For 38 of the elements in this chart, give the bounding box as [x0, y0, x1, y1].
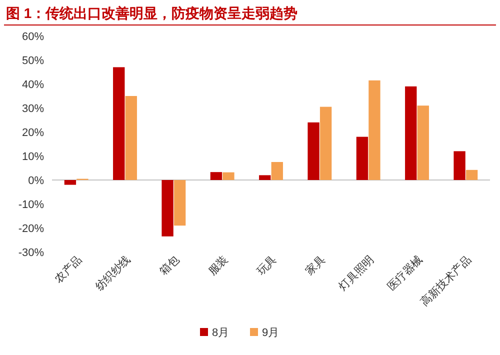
x-tick-label: 医疗器械	[384, 252, 426, 294]
legend-label: 8月	[212, 327, 230, 339]
y-tick-label: 30%	[22, 103, 44, 115]
y-tick-label: -10%	[18, 199, 44, 211]
bar	[125, 96, 137, 180]
x-tick-label: 箱包	[158, 254, 182, 278]
bar	[222, 172, 234, 180]
bar	[174, 180, 186, 226]
chart-title: 图 1：传统出口改善明显，防疫物资呈走弱趋势	[6, 5, 298, 21]
bar	[162, 180, 174, 236]
bar	[405, 86, 417, 180]
y-tick-label: 50%	[22, 55, 44, 67]
x-tick-label: 农产品	[52, 252, 84, 286]
y-tick-label: 60%	[22, 31, 44, 43]
legend-label: 9月	[262, 327, 280, 339]
y-tick-label: 20%	[22, 127, 44, 139]
x-tick-label: 家具	[303, 252, 328, 278]
bar	[320, 106, 332, 180]
bar	[417, 106, 429, 180]
y-tick-label: 10%	[22, 151, 44, 163]
y-tick-label: -30%	[18, 247, 44, 259]
bar	[271, 162, 283, 180]
bar	[454, 151, 466, 180]
bar	[368, 80, 380, 180]
bar	[259, 175, 271, 180]
x-tick-label: 纺织纱线	[92, 252, 134, 294]
bar	[308, 122, 320, 180]
y-tick-label: 40%	[22, 79, 44, 91]
bar	[64, 180, 76, 185]
bar	[113, 67, 125, 180]
bar	[356, 136, 368, 180]
x-tick-label: 灯具照明	[336, 254, 376, 294]
x-tick-label: 服装	[206, 252, 230, 278]
y-tick-label: 0%	[28, 175, 44, 187]
bar	[210, 172, 222, 180]
y-tick-label: -20%	[18, 223, 44, 235]
x-tick-label: 玩具	[255, 254, 280, 278]
bar	[466, 170, 478, 180]
